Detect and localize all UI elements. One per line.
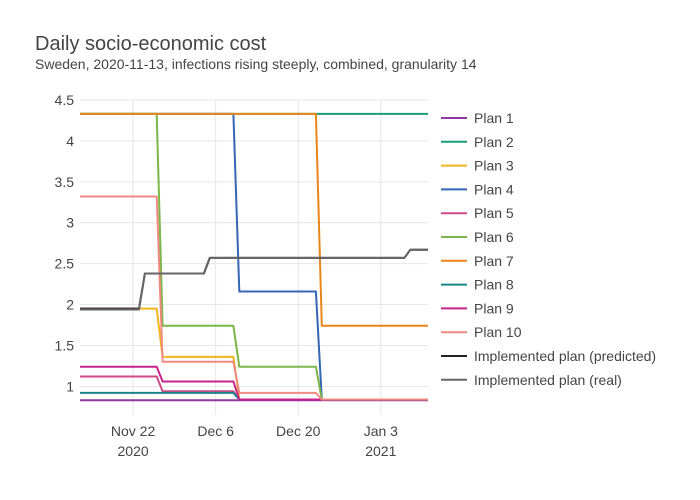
legend-label: Plan 4 [474, 181, 514, 197]
y-tick-label: 1.5 [55, 337, 75, 353]
x-tick-label: Jan 3 [364, 423, 398, 439]
legend-item-6[interactable]: Plan 6 [441, 229, 514, 245]
y-tick-label: 3.5 [55, 174, 75, 190]
legend-item-10[interactable]: Plan 10 [441, 324, 522, 340]
y-tick-label: 4.5 [55, 92, 75, 108]
legend-label: Plan 5 [474, 205, 514, 221]
series-line-5 [80, 375, 428, 401]
y-tick-label: 2 [66, 297, 74, 313]
series-line-10 [80, 195, 428, 401]
legend-label: Implemented plan (real) [474, 372, 622, 388]
x-tick-label: Dec 20 [276, 423, 321, 439]
legend-label: Implemented plan (predicted) [474, 348, 656, 364]
legend-item-3[interactable]: Plan 3 [441, 158, 514, 174]
chart-title: Daily socio-economic cost [35, 33, 267, 55]
legend-label: Plan 3 [474, 158, 514, 174]
series-line-4 [80, 112, 428, 401]
legend-label: Plan 1 [474, 110, 514, 126]
legend-item-12[interactable]: Implemented plan (real) [441, 372, 622, 388]
x-tick-label: Dec 6 [197, 423, 234, 439]
y-gridlines [80, 99, 428, 387]
x-tick-year-label: 2020 [118, 443, 149, 459]
legend-label: Plan 2 [474, 134, 514, 150]
legend-label: Plan 9 [474, 300, 514, 316]
legend-item-5[interactable]: Plan 5 [441, 205, 514, 221]
legend-label: Plan 6 [474, 229, 514, 245]
x-axis-ticks: Nov 22 2020 Dec 6 Dec 20 Jan 3 2021 [111, 423, 398, 459]
legend-item-8[interactable]: Plan 8 [441, 277, 514, 293]
legend-label: Plan 8 [474, 277, 514, 293]
y-axis-ticks: 1 1.5 2 2.5 3 3.5 4 4.5 [55, 92, 75, 394]
legend-label: Plan 7 [474, 253, 514, 269]
y-tick-label: 2.5 [55, 256, 75, 272]
legend-item-11[interactable]: Implemented plan (predicted) [441, 348, 656, 364]
y-tick-label: 1 [66, 378, 74, 394]
legend[interactable]: Plan 1 Plan 2 Plan 3 Plan 4 Plan 5 Plan 6 Plan… [441, 110, 656, 388]
legend-item-4[interactable]: Plan 4 [441, 181, 514, 197]
legend-item-2[interactable]: Plan 2 [441, 134, 514, 150]
legend-item-1[interactable]: Plan 1 [441, 110, 514, 126]
chart-subtitle: Sweden, 2020-11-13, infections rising st… [35, 56, 477, 72]
x-tick-label: Nov 22 [111, 423, 156, 439]
series-line-7 [80, 112, 428, 327]
plot-area [80, 112, 428, 402]
series-line-6 [80, 112, 428, 401]
legend-item-7[interactable]: Plan 7 [441, 253, 514, 269]
x-tick-year-label: 2021 [365, 443, 396, 459]
y-tick-label: 4 [66, 133, 74, 149]
legend-item-9[interactable]: Plan 9 [441, 300, 514, 316]
series-line-9 [80, 365, 428, 401]
y-tick-label: 3 [66, 215, 74, 231]
legend-label: Plan 10 [474, 324, 522, 340]
series-line-12 [80, 248, 428, 311]
